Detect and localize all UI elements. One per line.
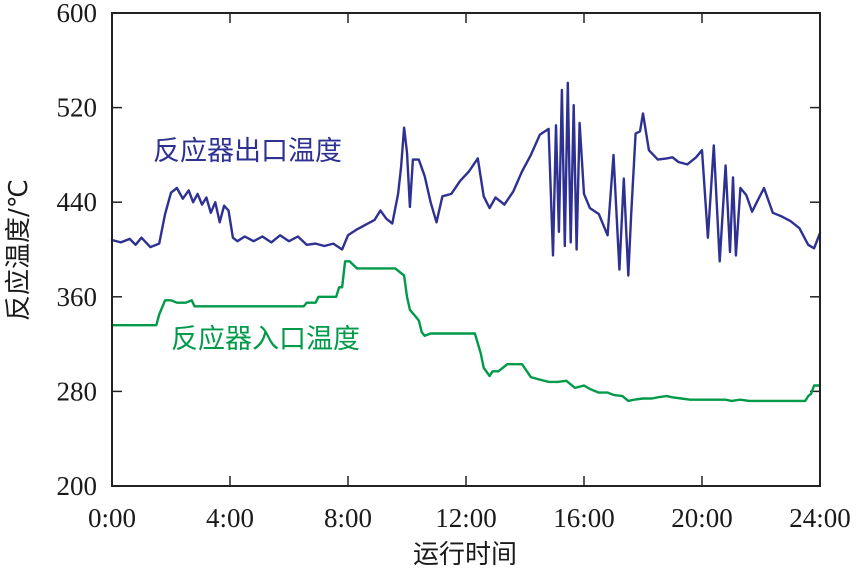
tick-labels: 0:00 4:00 8:00 12:00 16:00 20:00 24:00 200 280 36… — [57, 0, 851, 533]
x-tick-label: 16:00 — [553, 503, 615, 533]
y-tick-label: 600 — [57, 0, 98, 28]
inlet-series-label: 反应器入口温度 — [171, 324, 360, 355]
ticks-layer — [111, 12, 821, 487]
x-axis-title: 运行时间 — [413, 540, 517, 570]
outlet-temperature-line — [110, 81, 822, 277]
x-tick-label: 24:00 — [789, 503, 851, 533]
x-tick-label: 0:00 — [88, 503, 136, 533]
y-tick-label: 280 — [57, 376, 98, 406]
y-tick-label: 520 — [57, 93, 98, 123]
x-tick-label: 12:00 — [435, 503, 497, 533]
y-tick-label: 200 — [57, 471, 98, 501]
inlet-temperature-line — [110, 260, 822, 403]
x-tick-label: 20:00 — [671, 503, 733, 533]
plot-frame — [111, 12, 821, 487]
y-tick-label: 440 — [57, 187, 98, 217]
y-tick-label: 360 — [57, 282, 98, 312]
x-tick-label: 4:00 — [206, 503, 254, 533]
series-lines — [110, 81, 822, 403]
outlet-series-label: 反应器出口温度 — [153, 136, 342, 167]
y-axis-title: 反应温度/℃ — [4, 179, 34, 321]
x-tick-label: 8:00 — [324, 503, 372, 533]
